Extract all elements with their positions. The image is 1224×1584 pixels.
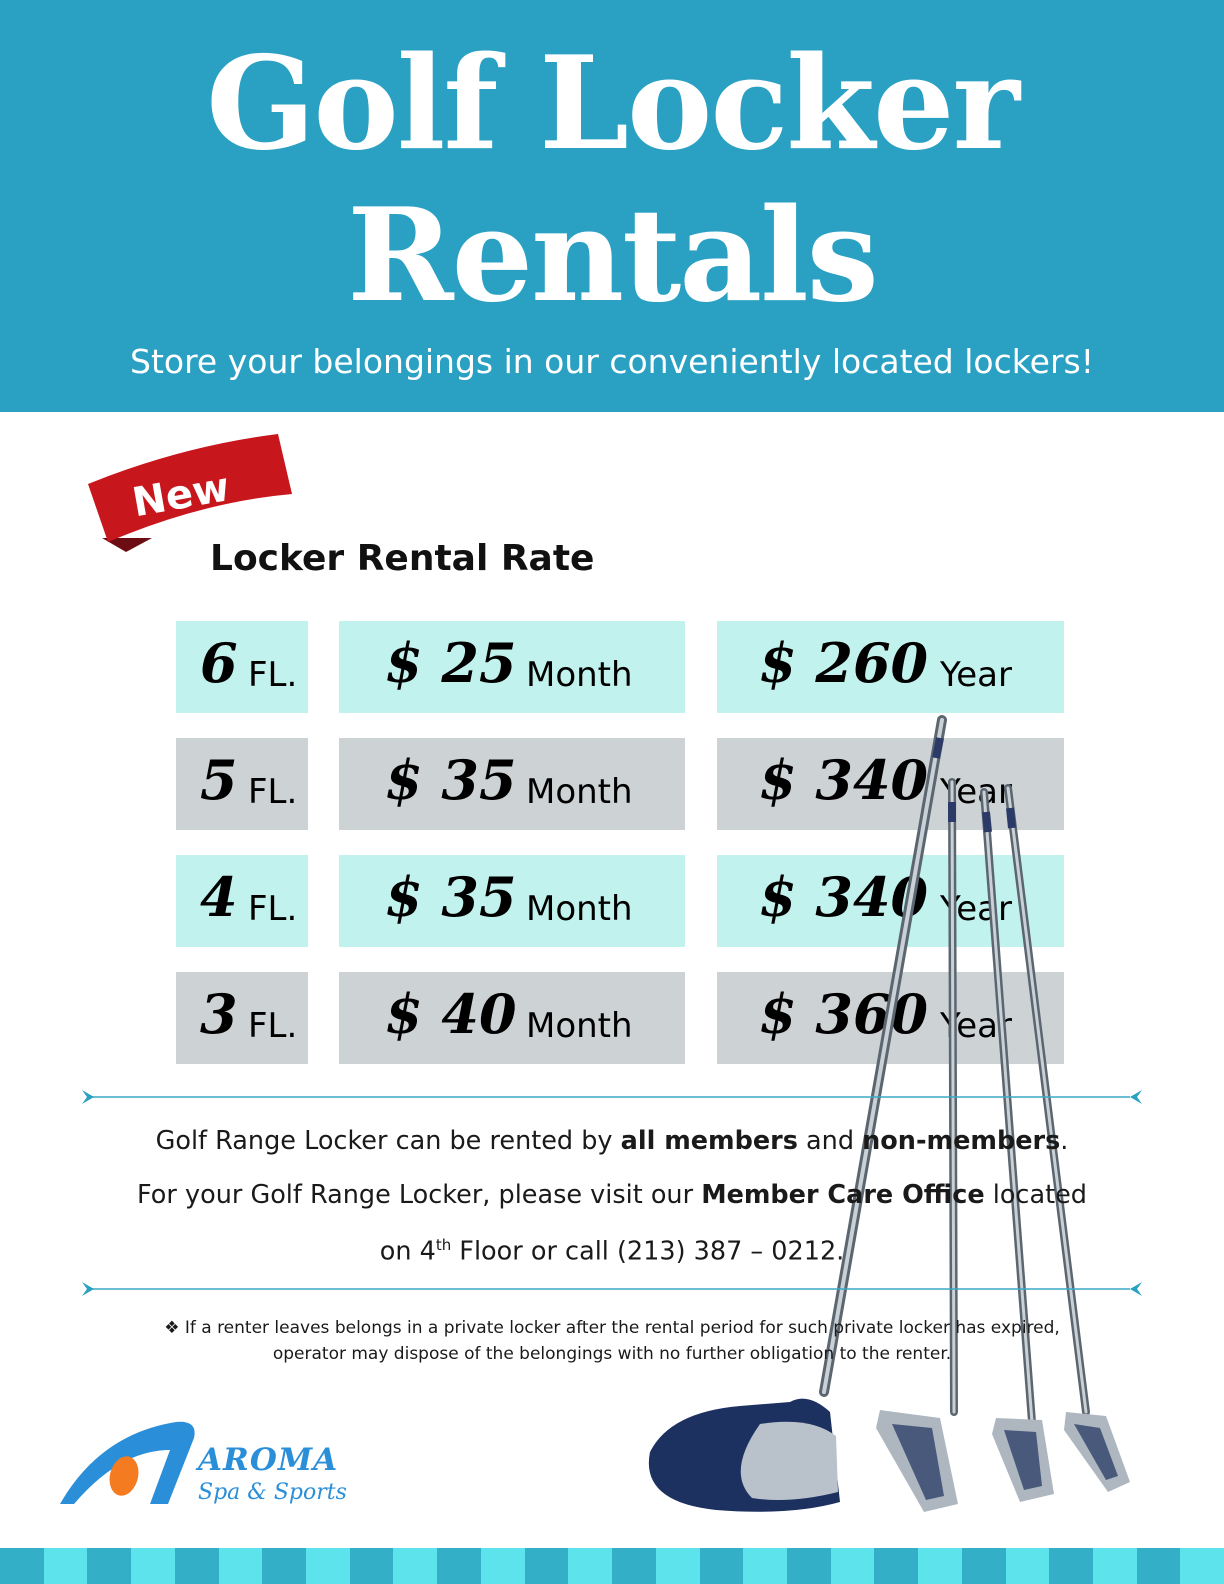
aroma-logo-icon [60, 1421, 195, 1504]
yearly-cell: $ 260 Year [717, 621, 1064, 713]
title-line-2: Rentals [347, 181, 879, 331]
monthly-cell: $ 25 Month [339, 621, 685, 713]
title-line-1: Golf Locker [206, 29, 1020, 179]
new-ribbon: New [88, 434, 292, 552]
rate-row-5fl: 5 FL. $ 35 Month $ 340 Year [176, 738, 1064, 830]
floor-number: 6 [200, 631, 238, 695]
logo-tagline: Spa & Sports [198, 1480, 347, 1505]
floor-unit: FL. [248, 772, 298, 812]
floor-unit: FL. [248, 889, 298, 929]
aroma-logo: AROMA Spa & Sports [60, 1420, 360, 1520]
floor-number: 4 [200, 865, 238, 929]
golf-clubs-icon [648, 715, 1130, 1512]
yearly-price: $ 340 [759, 748, 929, 812]
monthly-price: $ 35 [385, 748, 517, 812]
yearly-price: $ 360 [759, 982, 929, 1046]
footer-stripe [0, 1548, 1224, 1584]
monthly-unit: Month [526, 889, 633, 929]
monthly-unit: Month [526, 655, 633, 695]
floor-cell: 4 FL. [176, 855, 308, 947]
floor-cell: 3 FL. [176, 972, 308, 1064]
monthly-unit: Month [526, 1006, 633, 1046]
floor-unit: FL. [248, 1006, 298, 1046]
divider-line [82, 1090, 1142, 1104]
yearly-unit: Year [940, 655, 1012, 695]
monthly-cell: $ 35 Month [339, 738, 685, 830]
bullet-icon: ❖ [164, 1318, 180, 1338]
info-line-1: Golf Range Locker can be rented by all m… [155, 1126, 1069, 1156]
floor-number: 5 [200, 748, 238, 812]
yearly-cell: $ 360 Year [717, 972, 1064, 1064]
rate-row-6fl: 6 FL. $ 25 Month $ 260 Year [176, 621, 1064, 713]
monthly-unit: Month [526, 772, 633, 812]
yearly-price: $ 340 [759, 865, 929, 929]
yearly-price: $ 260 [759, 631, 929, 695]
header-banner: Golf Locker Rentals Store your belonging… [0, 0, 1224, 412]
note-line-1: ❖ If a renter leaves belongs in a privat… [164, 1318, 1060, 1338]
monthly-cell: $ 35 Month [339, 855, 685, 947]
monthly-price: $ 40 [385, 982, 517, 1046]
monthly-price: $ 25 [385, 631, 517, 695]
floor-unit: FL. [248, 655, 298, 695]
info-line-2: For your Golf Range Locker, please visit… [137, 1180, 1087, 1210]
rate-row-3fl: 3 FL. $ 40 Month $ 360 Year [176, 972, 1064, 1064]
subtitle: Store your belongings in our convenientl… [130, 342, 1094, 381]
divider-line [82, 1282, 1142, 1296]
floor-cell: 5 FL. [176, 738, 308, 830]
note-line-2: operator may dispose of the belongings w… [272, 1344, 952, 1364]
info-line-3: on 4th Floor or call (213) 387 – 0212. [379, 1236, 845, 1267]
floor-number: 3 [200, 982, 238, 1046]
yearly-cell: $ 340 Year [717, 738, 1064, 830]
monthly-cell: $ 40 Month [339, 972, 685, 1064]
logo-name: AROMA [198, 1442, 339, 1478]
floor-cell: 6 FL. [176, 621, 308, 713]
monthly-price: $ 35 [385, 865, 517, 929]
rate-section-title: Locker Rental Rate [210, 538, 595, 579]
